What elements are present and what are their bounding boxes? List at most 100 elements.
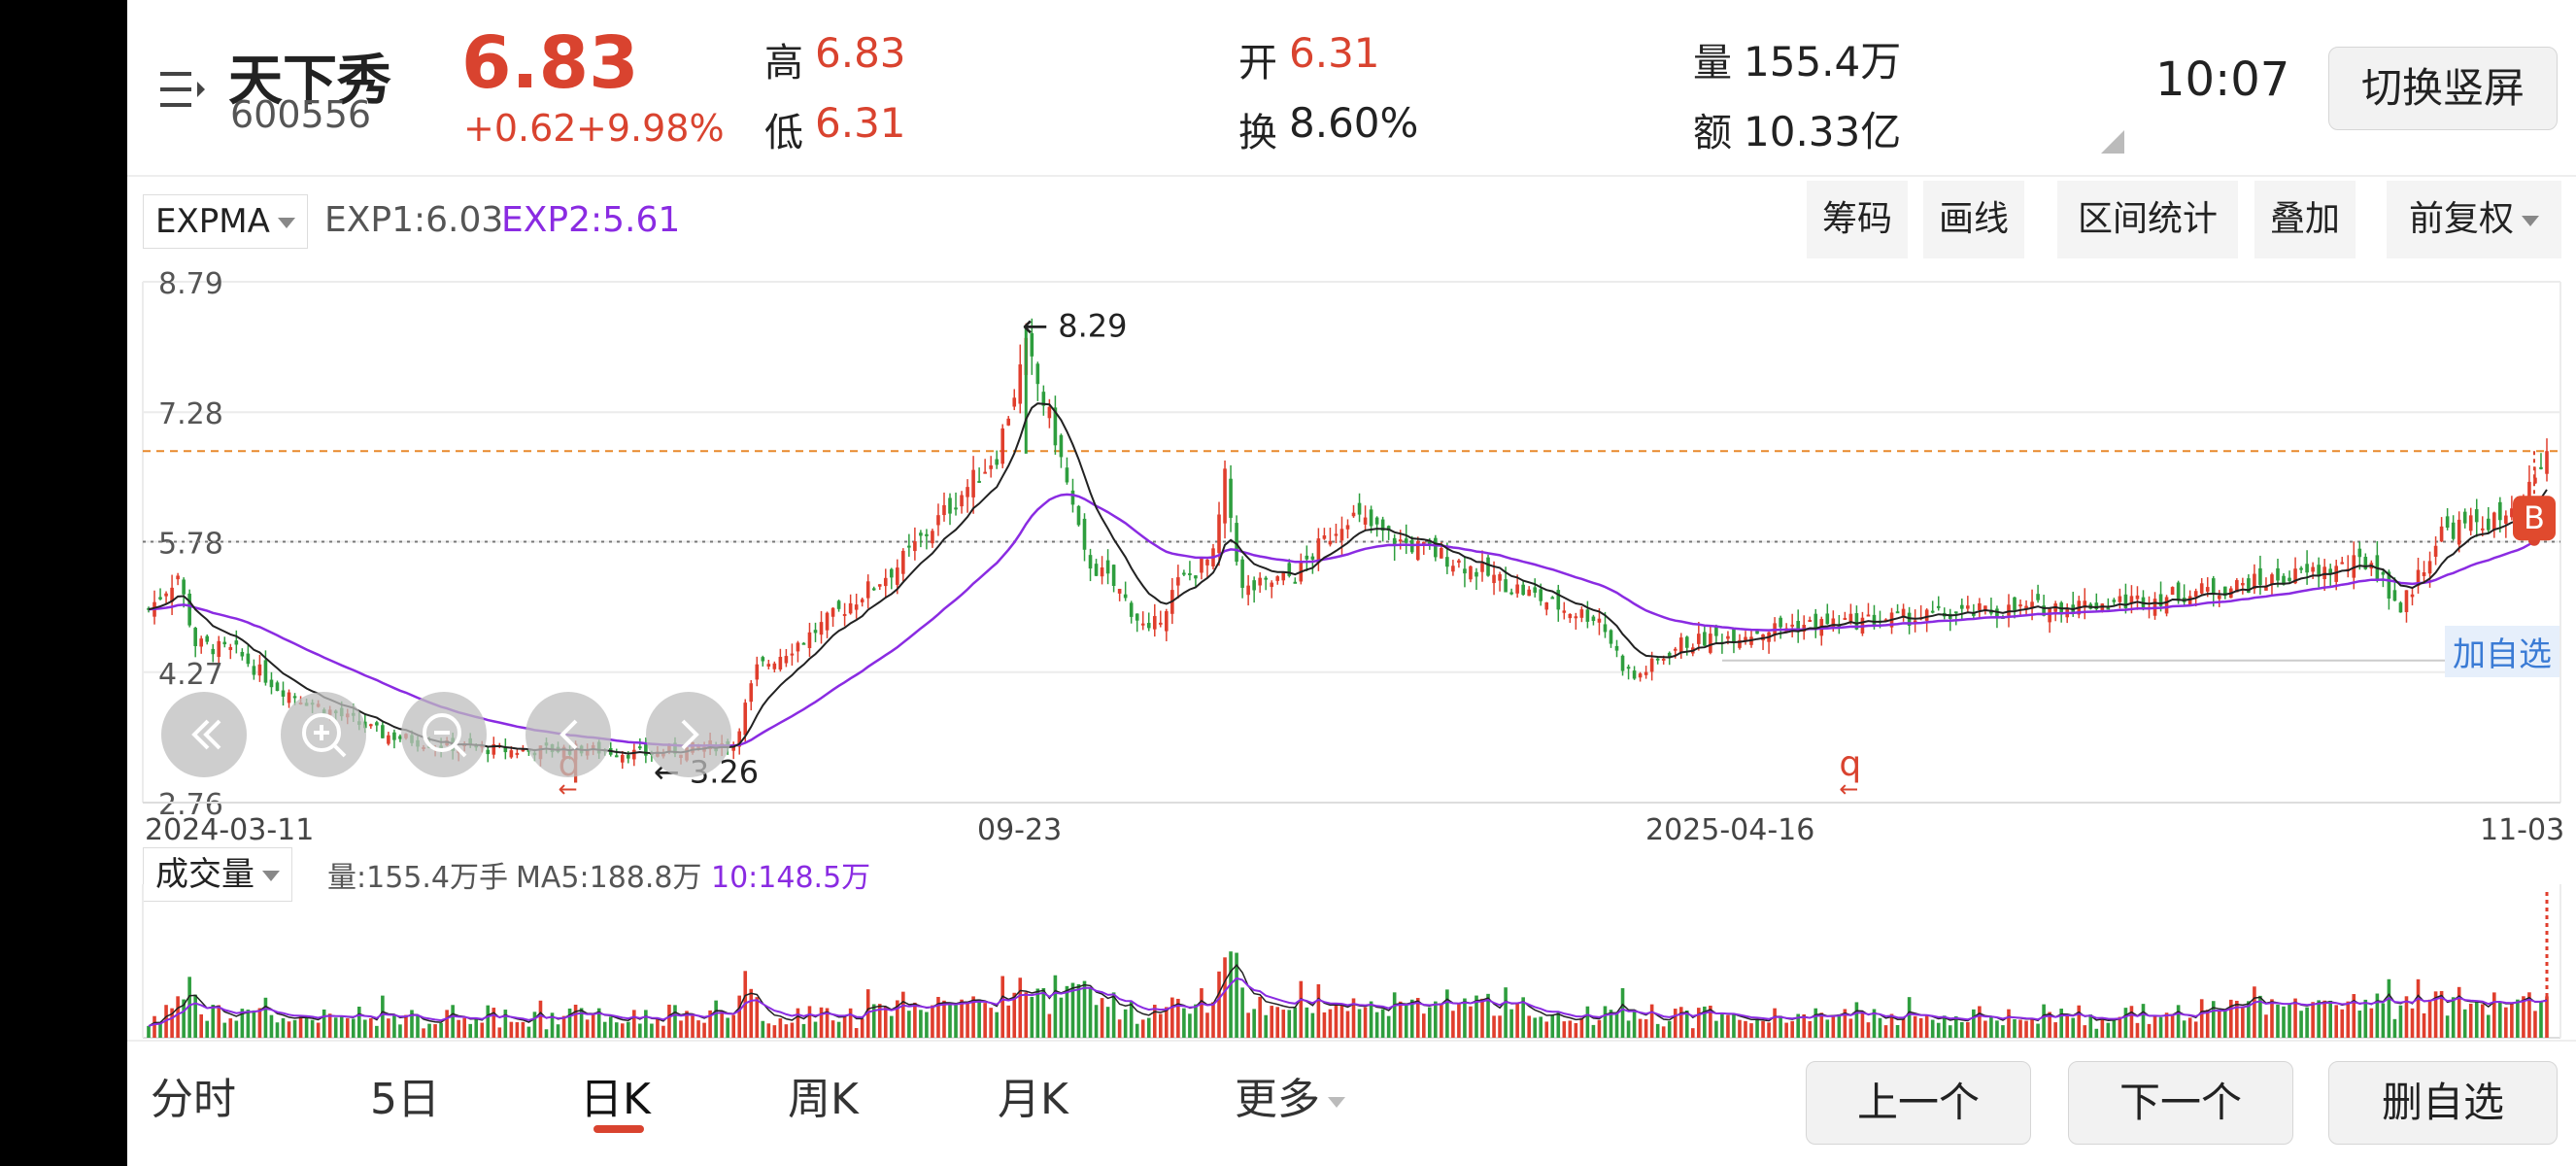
candle-body [2193,591,2198,598]
volume-bar [1878,1017,1882,1038]
volume-bar [1205,1012,1209,1038]
volume-bar [252,1010,256,1038]
exp2-value: EXP2:5.61 [501,200,681,240]
tab-more[interactable]: 更多 [1235,1064,1345,1126]
chips-button[interactable]: 筹码 [1807,181,1908,258]
draw-line-button[interactable]: 画线 [1923,181,2024,258]
volume-bar [2387,978,2391,1038]
remove-watchlist-button[interactable]: 删自选 [2328,1061,2558,1145]
low-value: 6.31 [815,99,906,147]
volume-bar [1047,1013,1052,1038]
switch-portrait-button[interactable]: 切换竖屏 [2328,47,2558,130]
candle-body [2217,595,2221,600]
current-price: 6.83 [461,21,639,105]
event-marker: q [1839,744,1861,784]
candle-body [638,746,642,749]
candle-body [1386,526,1391,531]
adjust-button[interactable]: 前复权 [2387,181,2561,258]
candle-body [2451,522,2456,539]
volume-bar [2498,1001,2502,1038]
candle-body [1421,541,1426,544]
volume-bar [1474,995,1478,1038]
tab-intraday[interactable]: 分时 [151,1075,236,1124]
candle-body [2007,604,2011,616]
volume-bar [1445,989,1449,1038]
volume-bar [2247,1001,2251,1038]
candle-body [1392,537,1397,546]
candle-body [1808,620,1813,623]
menu-icon[interactable] [160,68,207,111]
candle-body [2282,575,2286,585]
volume-bar [1334,1004,1339,1038]
candle-body [515,752,520,755]
candle-body [1539,589,1543,601]
volume-bar [807,1006,812,1038]
candle-body [2129,596,2134,603]
kline-chart[interactable]: 8.797.285.784.272.76← 8.29← 3.26q←q←B202… [127,262,2576,845]
volume-bar [1515,1003,1519,1038]
candle-body [825,612,830,631]
y-tick-label: 7.28 [158,397,223,431]
overlay-button[interactable]: 叠加 [2254,181,2356,258]
tab-daily-k[interactable]: 日K [580,1075,651,1124]
candle-body [1345,525,1350,530]
candle-body [2410,594,2415,598]
bottom-divider [127,1040,2576,1042]
volume-bar [796,1008,800,1038]
indicator-selector[interactable]: EXPMA [143,194,308,249]
volume-bar [913,1002,917,1038]
candle-body [1883,619,1888,622]
scroll-back-button[interactable] [525,692,611,777]
candle-body [170,587,174,602]
candle-body [1983,605,1987,611]
volume-bar [387,1018,390,1038]
candle-body [1305,555,1309,560]
volume-bar [2381,1003,2386,1038]
volume-bar [1082,980,1087,1038]
volume-bar [445,1010,449,1038]
candle-body [1966,605,1970,609]
volume-bar [1451,1011,1455,1038]
tab-more-label: 更多 [1235,1075,1320,1124]
volume-bar [1796,1013,1800,1038]
candle-body [1194,575,1198,579]
candle-body [1469,566,1473,580]
volume-bar [1585,1006,1590,1038]
candle-body [995,459,999,465]
range-stats-button[interactable]: 区间统计 [2057,181,2238,258]
candle-body [1655,658,1660,661]
volume-bar [381,995,385,1038]
volume-bar [1229,951,1233,1038]
volume-bar [1644,1019,1648,1038]
volume-bar [1626,1020,1631,1038]
zoom-in-button[interactable] [281,692,366,777]
x-tick-label: 11-03 [2480,813,2564,845]
candle-body [2094,602,2099,610]
volume-bar [275,1022,280,1038]
volume-bar [2404,996,2409,1038]
stock-code: 600556 [230,93,372,136]
candle-body [222,641,227,645]
volume-bar [2492,992,2496,1038]
candle-body [2468,515,2473,532]
volume-bar [696,1020,700,1038]
scroll-forward-button[interactable] [646,692,731,777]
candle-body [2305,564,2309,573]
previous-button[interactable]: 上一个 [1806,1061,2031,1145]
volume-bar [1802,1013,1807,1038]
scroll-left-button[interactable] [161,692,247,777]
volume-selector[interactable]: 成交量 [143,847,292,902]
zoom-out-button[interactable] [401,692,487,777]
tab-5day[interactable]: 5日 [370,1075,440,1124]
volume-bar [1761,1020,1765,1038]
volume-bar [702,1022,706,1038]
add-watchlist-label[interactable]: 加自选 [2445,626,2559,677]
volume-bar [1895,1024,1900,1038]
tab-weekly-k[interactable]: 周K [788,1075,859,1124]
volume-bar [650,1023,654,1038]
next-button[interactable]: 下一个 [2068,1061,2293,1145]
tab-monthly-k[interactable]: 月K [998,1075,1068,1124]
volume-bar [351,1018,356,1038]
candle-body [1744,636,1747,641]
volume-bar [1784,1022,1788,1038]
